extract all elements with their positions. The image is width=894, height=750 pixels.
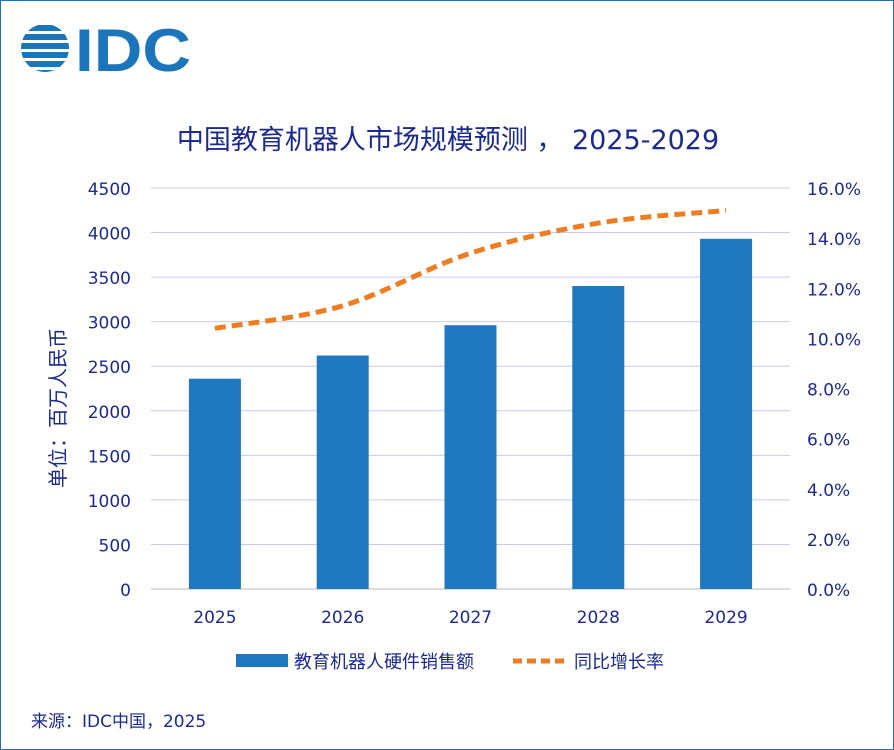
x-tick-label: 2027 [449,608,492,628]
source-note: 来源：IDC中国，2025 [31,712,207,732]
y-axis-left: 0 500 1000 1500 2000 2500 3000 3500 4000 4500 [88,180,131,601]
growth-rate-line [214,208,727,331]
y2-tick-label: 0.0% [807,581,850,601]
x-tick-label: 2025 [193,608,236,628]
y-tick-label: 2000 [88,403,131,423]
y-tick-label: 1000 [88,492,131,512]
y-tick-label: 2500 [88,358,131,378]
y-tick-label: 500 [99,536,131,556]
y-axis-label: 单位：百万人民币 [46,328,70,488]
bar-2025 [188,378,241,589]
x-tick-label: 2026 [321,608,364,628]
bar-2029 [700,238,753,589]
y-tick-label: 0 [120,581,131,601]
x-tick-label: 2029 [704,608,747,628]
y-tick-label: 3500 [88,269,131,289]
line-series [214,208,727,331]
y2-tick-label: 6.0% [807,431,850,451]
y-tick-label: 4500 [88,180,131,200]
y-tick-label: 3000 [88,314,131,334]
idc-logo: IDC [21,17,191,79]
y2-tick-label: 16.0% [807,180,861,200]
y2-tick-label: 10.0% [807,330,861,350]
bar-2026 [316,355,369,589]
y2-tick-label: 2.0% [807,531,850,551]
logo-text: IDC [75,17,191,79]
y2-tick-label: 8.0% [807,381,850,401]
y-tick-label: 4000 [88,225,131,245]
chart-title: 中国教育机器人市场规模预测 ， 2025-2029 [177,125,719,156]
legend: 教育机器人硬件销售额 同比增长率 [236,652,664,673]
x-axis: 2025 2026 2027 2028 2029 [193,608,747,628]
bar-series [188,238,753,589]
y2-tick-label: 12.0% [807,280,861,300]
legend-swatch-bars [236,654,288,667]
legend-label-line: 同比增长率 [574,652,664,673]
x-tick-label: 2028 [577,608,620,628]
y-tick-label: 1500 [88,447,131,467]
y-axis-right: 0.0% 2.0% 4.0% 6.0% 8.0% 10.0% 12.0% 14.0% 16.0% [807,180,861,601]
y2-tick-label: 4.0% [807,481,850,501]
globe-icon [21,25,69,72]
legend-label-bars: 教育机器人硬件销售额 [294,652,474,673]
bar-2028 [572,286,625,589]
y2-tick-label: 14.0% [807,230,861,250]
bar-2027 [444,325,497,589]
